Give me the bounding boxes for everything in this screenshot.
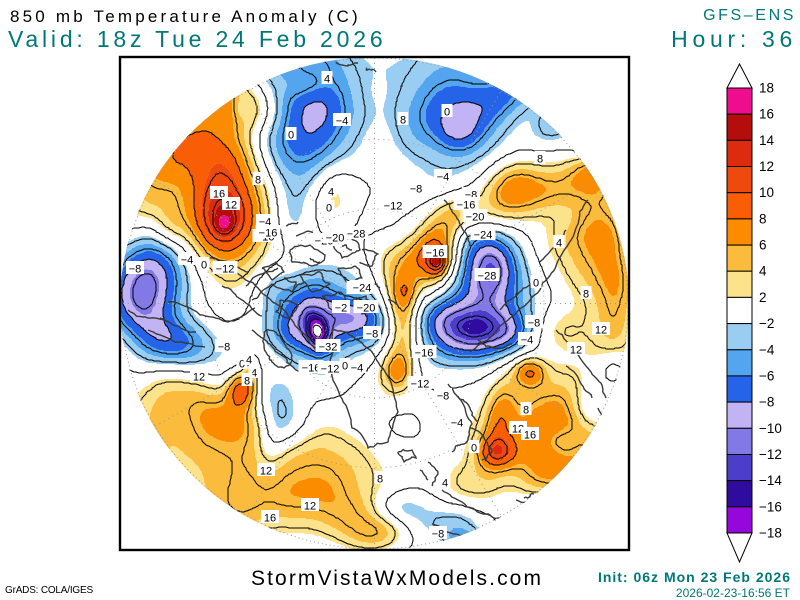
svg-text:−16: −16 xyxy=(415,348,434,360)
svg-text:4: 4 xyxy=(246,355,252,367)
svg-text:−18: −18 xyxy=(759,526,782,541)
svg-text:16: 16 xyxy=(524,430,536,442)
svg-text:8: 8 xyxy=(377,474,383,486)
svg-text:8: 8 xyxy=(759,211,767,226)
svg-text:−4: −4 xyxy=(336,116,349,128)
svg-text:8: 8 xyxy=(523,405,529,417)
svg-text:−4: −4 xyxy=(351,363,364,375)
svg-text:0: 0 xyxy=(342,361,348,373)
svg-text:2: 2 xyxy=(759,290,767,305)
svg-text:16: 16 xyxy=(264,513,276,525)
svg-text:−12: −12 xyxy=(321,364,340,376)
svg-text:−20: −20 xyxy=(466,212,485,224)
svg-text:6: 6 xyxy=(759,238,767,253)
svg-text:−4: −4 xyxy=(521,335,534,347)
svg-text:−10: −10 xyxy=(759,421,782,436)
svg-text:0: 0 xyxy=(326,203,332,215)
svg-text:0: 0 xyxy=(201,260,207,272)
svg-text:−12: −12 xyxy=(759,447,782,462)
svg-text:−6: −6 xyxy=(759,368,774,383)
svg-text:8: 8 xyxy=(537,154,543,166)
svg-text:12: 12 xyxy=(570,345,582,357)
svg-text:−24: −24 xyxy=(474,230,493,242)
svg-text:12: 12 xyxy=(759,159,774,174)
svg-text:0: 0 xyxy=(239,359,245,371)
svg-text:−4: −4 xyxy=(759,342,775,357)
svg-text:−32: −32 xyxy=(319,342,338,354)
svg-text:0: 0 xyxy=(471,443,477,455)
svg-text:−8: −8 xyxy=(218,342,231,354)
svg-text:−8: −8 xyxy=(432,529,445,541)
svg-text:−4: −4 xyxy=(181,255,194,267)
svg-text:0: 0 xyxy=(533,278,539,290)
svg-text:−16: −16 xyxy=(302,363,321,375)
svg-text:−28: −28 xyxy=(347,229,366,241)
svg-text:4: 4 xyxy=(251,368,257,380)
svg-text:−8: −8 xyxy=(366,329,379,341)
svg-text:−12: −12 xyxy=(384,201,403,213)
svg-text:−20: −20 xyxy=(326,233,345,245)
svg-text:−16: −16 xyxy=(259,228,278,240)
svg-text:10: 10 xyxy=(759,185,774,200)
svg-text:16: 16 xyxy=(759,107,774,122)
svg-text:4: 4 xyxy=(556,238,562,250)
svg-text:18: 18 xyxy=(759,81,774,96)
svg-text:8: 8 xyxy=(400,115,406,127)
svg-text:12: 12 xyxy=(193,372,205,384)
svg-text:−8: −8 xyxy=(437,391,450,403)
svg-text:−8: −8 xyxy=(759,395,774,410)
svg-text:8: 8 xyxy=(255,175,261,187)
svg-text:0: 0 xyxy=(444,107,450,119)
svg-text:−4: −4 xyxy=(437,172,450,184)
svg-text:−8: −8 xyxy=(528,318,541,330)
svg-text:4: 4 xyxy=(328,187,334,199)
svg-text:−16: −16 xyxy=(457,200,476,212)
svg-text:−14: −14 xyxy=(759,473,782,488)
svg-text:14: 14 xyxy=(759,133,775,148)
svg-text:−16: −16 xyxy=(759,499,782,514)
svg-text:−20: −20 xyxy=(357,303,376,315)
svg-text:−8: −8 xyxy=(410,184,423,196)
svg-text:−12: −12 xyxy=(411,379,430,391)
svg-text:−16: −16 xyxy=(426,248,445,260)
svg-text:−8: −8 xyxy=(129,264,142,276)
svg-text:4: 4 xyxy=(759,264,767,279)
svg-text:12: 12 xyxy=(304,501,316,513)
svg-text:−12: −12 xyxy=(216,264,235,276)
svg-text:4: 4 xyxy=(324,74,330,86)
svg-text:−2: −2 xyxy=(759,316,774,331)
svg-text:−4: −4 xyxy=(451,418,464,430)
svg-text:12: 12 xyxy=(595,325,607,337)
svg-text:−2: −2 xyxy=(335,303,348,315)
svg-text:8: 8 xyxy=(583,289,589,301)
svg-text:12: 12 xyxy=(260,466,272,478)
svg-text:4: 4 xyxy=(442,478,448,490)
svg-text:0: 0 xyxy=(288,130,294,142)
svg-text:8: 8 xyxy=(244,376,250,388)
svg-text:12: 12 xyxy=(225,200,237,212)
svg-text:−28: −28 xyxy=(478,271,497,283)
svg-text:−24: −24 xyxy=(353,283,372,295)
